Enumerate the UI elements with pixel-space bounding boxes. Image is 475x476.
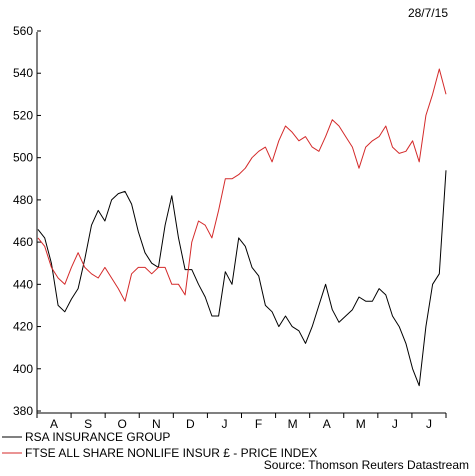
x-tick-label: O <box>118 417 127 431</box>
y-tick-label: 500 <box>13 151 33 165</box>
legend: RSA INSURANCE GROUP FTSE ALL SHARE NONLI… <box>2 430 317 460</box>
y-tick-label: 420 <box>13 320 33 334</box>
x-tick-label: M <box>356 417 366 431</box>
source-note: Source: Thomson Reuters Datastream <box>264 458 469 472</box>
series-line-ftse <box>37 68 447 302</box>
legend-label-rsa: RSA INSURANCE GROUP <box>25 430 170 444</box>
y-tick-label: 400 <box>13 362 33 376</box>
x-tick-label: S <box>84 417 92 431</box>
series-lines <box>37 68 447 387</box>
y-axis-ticks: 380 400 420 440 460 480 500 520 540 560 <box>13 24 41 418</box>
x-tick-label: F <box>255 417 262 431</box>
date-label: 28/7/15 <box>408 6 448 20</box>
y-tick-label: 520 <box>13 108 33 122</box>
x-tick-label: A <box>323 417 331 431</box>
y-tick-label: 460 <box>13 235 33 249</box>
x-tick-label: A <box>50 417 58 431</box>
legend-label-ftse: FTSE ALL SHARE NONLIFE INSUR £ - PRICE I… <box>25 446 317 460</box>
y-tick-label: 480 <box>13 193 33 207</box>
y-tick-label: 540 <box>13 66 33 80</box>
y-tick-label: 380 <box>13 404 33 418</box>
plot-frame <box>36 32 446 414</box>
x-tick-label: M <box>288 417 298 431</box>
series-line-rsa <box>37 170 447 387</box>
x-tick-label: J <box>392 417 398 431</box>
y-tick-label: 440 <box>13 277 33 291</box>
x-tick-label: J <box>426 417 432 431</box>
y-tick-label: 560 <box>13 24 33 38</box>
x-tick-label: N <box>152 417 161 431</box>
x-tick-label: D <box>186 417 195 431</box>
x-tick-label: J <box>221 417 227 431</box>
